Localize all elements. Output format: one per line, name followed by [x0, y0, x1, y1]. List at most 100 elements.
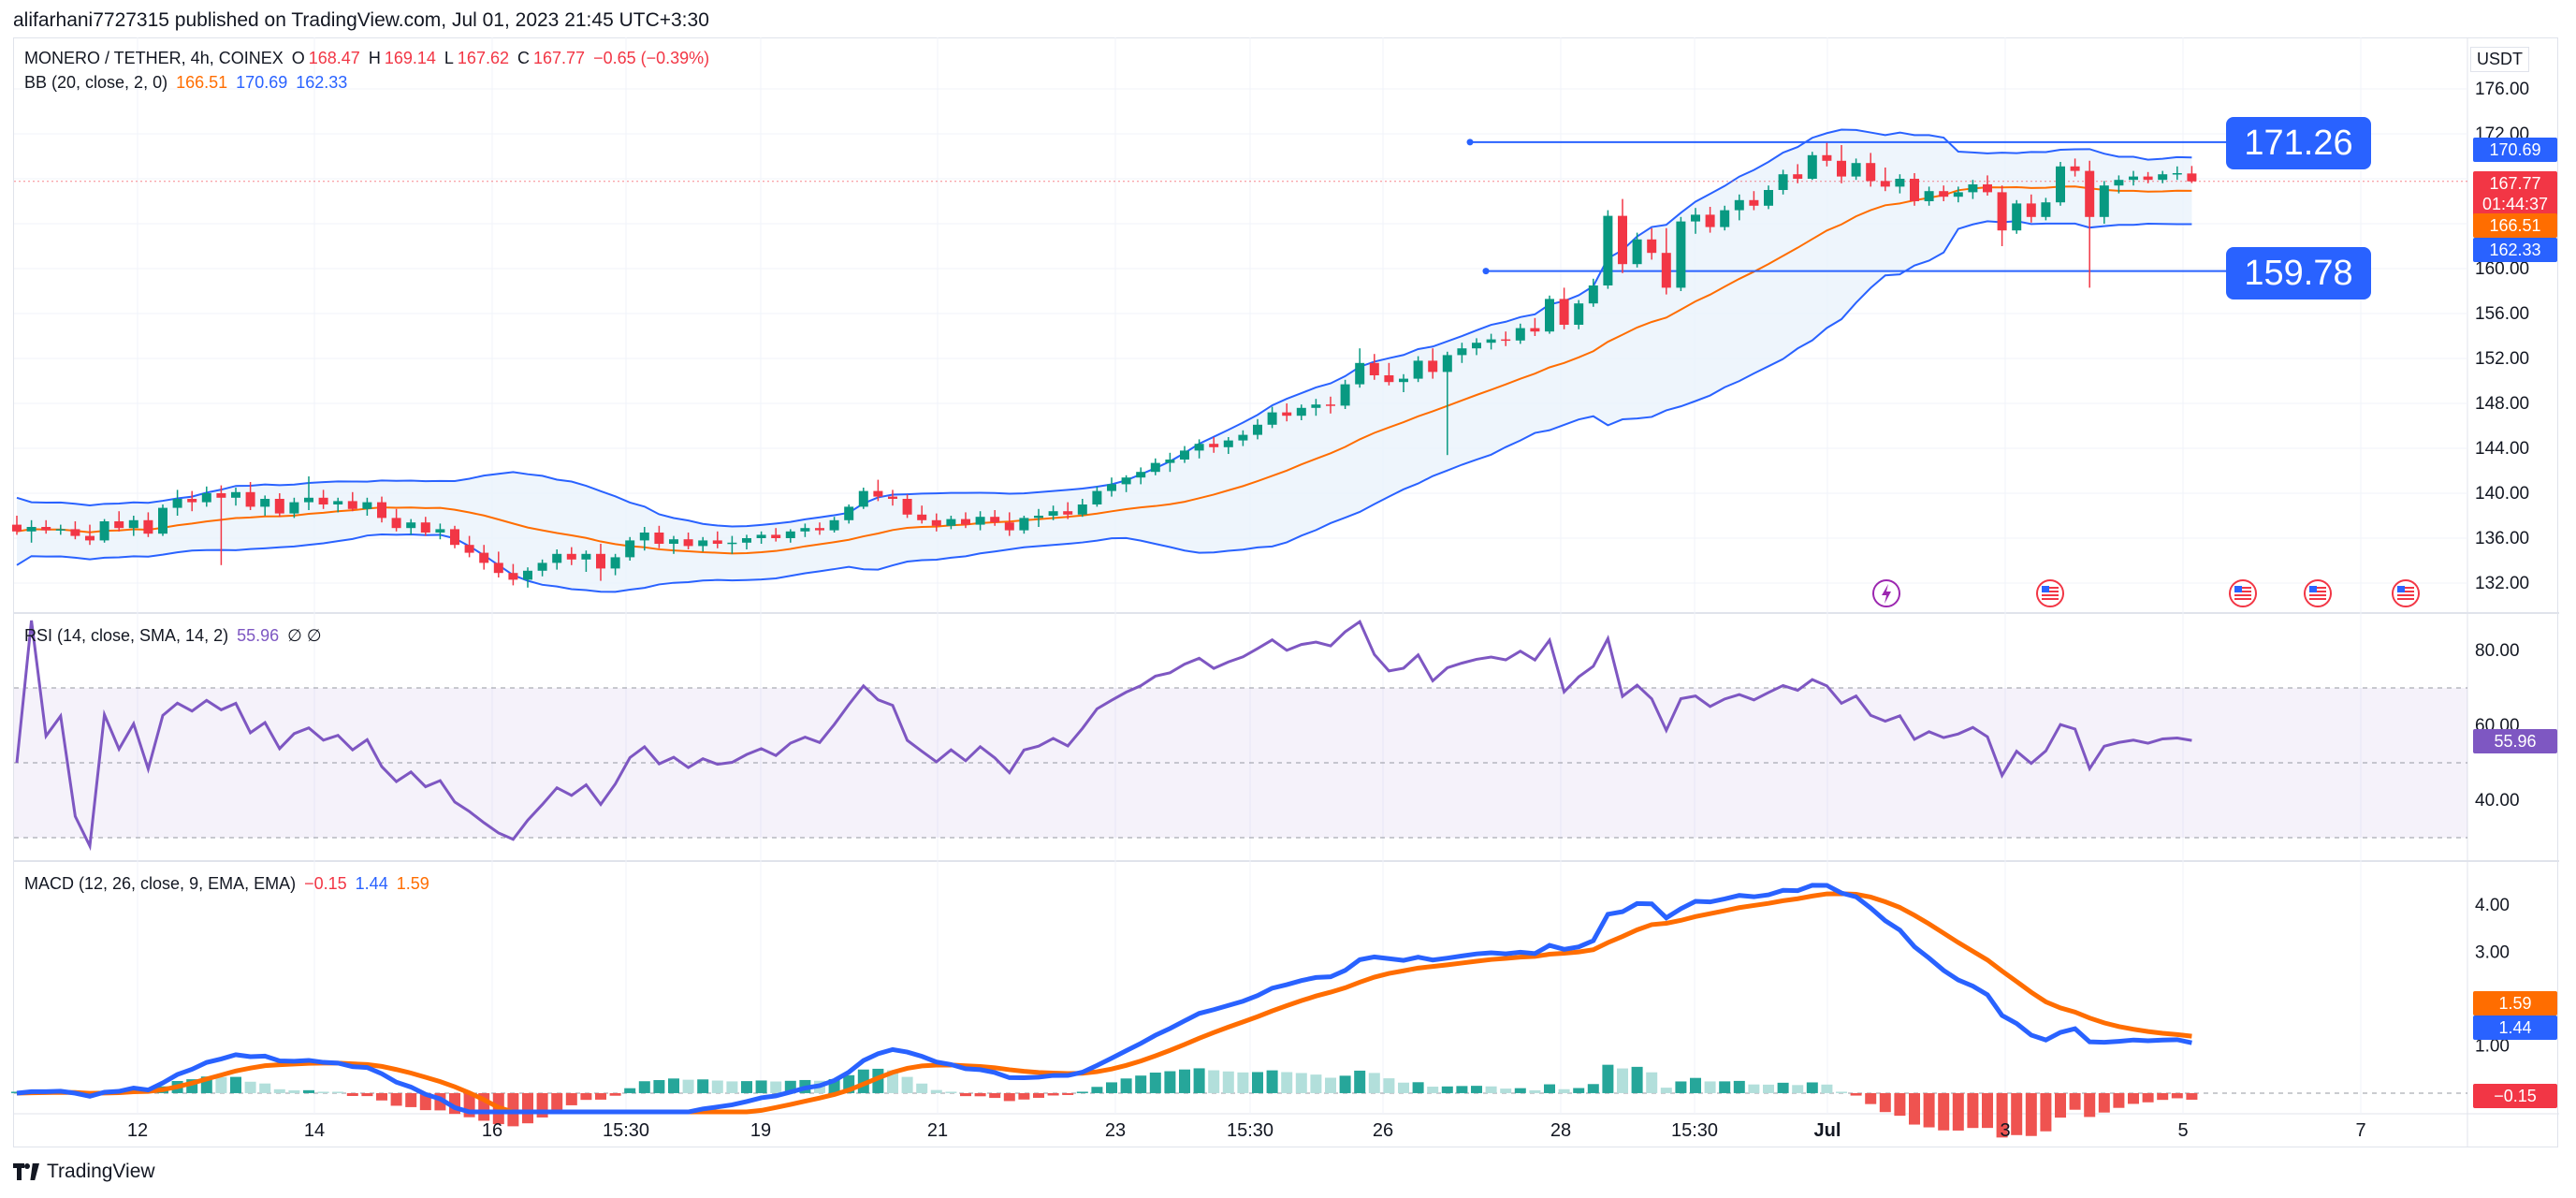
- price-axis-tick: 140.00: [2475, 484, 2529, 504]
- candle-body: [2143, 176, 2153, 181]
- macd-histogram-bar: [1295, 1073, 1307, 1093]
- macd-histogram-bar: [1806, 1082, 1818, 1093]
- macd-histogram-bar: [346, 1092, 358, 1096]
- macd-histogram-bar: [1281, 1072, 1293, 1093]
- candle-body: [1004, 522, 1014, 531]
- candle-body: [1048, 511, 1058, 516]
- time-axis-tick: 7: [2355, 1120, 2365, 1141]
- macd-histogram-bar: [2186, 1092, 2198, 1100]
- ohlc-high: 169.14: [384, 49, 436, 67]
- macd-histogram-bar: [1529, 1089, 1541, 1093]
- candle-body: [1705, 214, 1715, 227]
- candle-body: [143, 519, 153, 534]
- candle-body: [2070, 166, 2080, 171]
- candle-body: [377, 502, 386, 519]
- macd-histogram-bar: [1631, 1066, 1643, 1093]
- macd-hist-value: −0.15: [304, 874, 347, 893]
- macd-line-tag: 1.44: [2473, 1015, 2557, 1040]
- candle-body: [1924, 191, 1934, 201]
- currency-label[interactable]: USDT: [2470, 47, 2529, 72]
- candle-body: [1165, 460, 1175, 463]
- price-axis-tick: 148.00: [2475, 394, 2529, 414]
- candle-body: [975, 517, 985, 525]
- time-axis-tick: 5: [2177, 1120, 2188, 1141]
- flag-stripe: [2234, 591, 2251, 592]
- flag-stripe: [2309, 598, 2326, 600]
- candle-body: [742, 538, 751, 543]
- price-pane: [12, 128, 2467, 607]
- macd-histogram-bar: [930, 1089, 942, 1093]
- resistance-level-label[interactable]: 171.26: [2226, 117, 2371, 169]
- candle-body: [523, 570, 532, 580]
- candle-body: [1837, 160, 1846, 177]
- macd-histogram-bar: [1383, 1078, 1395, 1093]
- price-axis-tick: 152.00: [2475, 349, 2529, 369]
- time-axis-tick: Jul: [1814, 1120, 1841, 1141]
- us-flag-icon: [2392, 579, 2420, 607]
- candle-body: [1092, 490, 1102, 504]
- candle-body: [1880, 181, 1890, 187]
- macd-histogram-bar: [770, 1081, 782, 1093]
- flag-stripe: [2234, 594, 2251, 596]
- candle-body: [2099, 185, 2109, 217]
- candle-body: [1603, 215, 1613, 285]
- candle-body: [931, 519, 941, 526]
- macd-legend: MACD (12, 26, close, 9, EMA, EMA) −0.15 …: [24, 874, 433, 894]
- rsi-axis-tick: 80.00: [2475, 641, 2520, 661]
- macd-histogram-bar: [1106, 1082, 1117, 1093]
- symbol-line: MONERO / TETHER, 4h, COINEX: [24, 49, 284, 67]
- candle-body: [2026, 203, 2036, 217]
- macd-histogram-bar: [1412, 1082, 1424, 1093]
- flag-stripe: [2042, 587, 2059, 589]
- macd-histogram-bar: [2055, 1092, 2066, 1118]
- candle-body: [1472, 343, 1481, 349]
- macd-histogram-bar: [259, 1083, 271, 1093]
- bb-basis-value: 166.51: [176, 73, 228, 92]
- candle-body: [858, 490, 868, 507]
- macd-histogram-bar: [1368, 1073, 1380, 1093]
- macd-histogram-bar: [1909, 1092, 1920, 1125]
- event-icon-ring: [2229, 579, 2257, 607]
- ohlc-open-label: O: [291, 49, 305, 67]
- macd-histogram-bar: [726, 1081, 738, 1093]
- macd-histogram-bar: [332, 1091, 344, 1093]
- candle-body: [1253, 424, 1262, 435]
- candle-body: [1661, 253, 1671, 288]
- candle-body: [1676, 221, 1686, 288]
- candle-body: [1457, 348, 1467, 356]
- flag-stripe: [2309, 591, 2326, 592]
- macd-histogram-bar: [1485, 1086, 1497, 1093]
- support-level-label[interactable]: 159.78: [2226, 247, 2371, 300]
- chart-frame[interactable]: [13, 37, 2558, 1147]
- macd-histogram-bar: [668, 1078, 679, 1093]
- candle-body: [581, 553, 591, 560]
- candle-body: [158, 507, 167, 534]
- candle-body: [1632, 239, 1642, 265]
- countdown-tag: 01:44:37: [2473, 192, 2557, 216]
- candle-body: [1559, 299, 1569, 325]
- macd-histogram-bar: [303, 1089, 314, 1093]
- candle-body: [128, 519, 138, 529]
- macd-histogram-bar: [1617, 1068, 1628, 1093]
- macd-signal-value: 1.59: [396, 874, 429, 893]
- candle-body: [1486, 339, 1496, 343]
- footer-brand[interactable]: TradingView: [47, 1161, 155, 1182]
- candle-body: [1136, 472, 1146, 478]
- macd-histogram-bar: [1149, 1072, 1161, 1093]
- macd-histogram-bar: [595, 1092, 606, 1100]
- macd-histogram-bar: [1865, 1092, 1877, 1104]
- candle-body: [2012, 203, 2022, 231]
- candle-body: [420, 522, 430, 533]
- candle-body: [1691, 214, 1700, 222]
- flag-stripe: [2042, 591, 2059, 592]
- candle-body: [785, 531, 795, 538]
- candle-body: [70, 529, 80, 536]
- macd-histogram-bar: [1471, 1086, 1482, 1093]
- time-axis-tick: 23: [1105, 1120, 1126, 1141]
- macd-histogram-bar: [2113, 1092, 2125, 1108]
- candle-body: [450, 529, 459, 546]
- macd-histogram-bar: [1558, 1088, 1570, 1093]
- bb-upper-value: 170.69: [236, 73, 288, 92]
- candle-body: [537, 562, 547, 571]
